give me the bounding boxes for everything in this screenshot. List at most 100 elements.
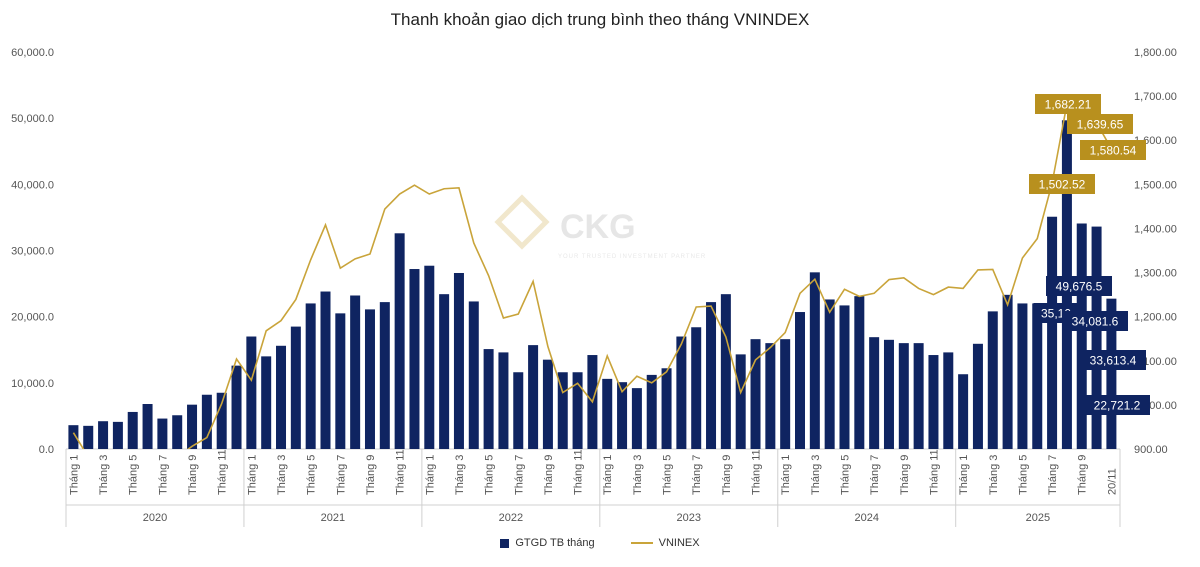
- left-axis-tick: 0.0: [39, 444, 54, 456]
- bar: [869, 337, 880, 449]
- year-label: 2023: [677, 512, 701, 524]
- x-tick-label: Tháng 3: [988, 455, 1000, 495]
- bar: [661, 368, 672, 449]
- bar: [943, 352, 954, 449]
- bar: [439, 294, 450, 449]
- bar: [557, 372, 568, 449]
- bar: [691, 327, 702, 449]
- x-tick-label: Tháng 9: [543, 455, 555, 495]
- x-tick-label: Tháng 11: [217, 449, 229, 495]
- bar: [854, 296, 865, 449]
- x-tick-label: Tháng 11: [395, 449, 407, 495]
- bar: [750, 339, 761, 449]
- bar: [231, 365, 242, 449]
- bar: [83, 425, 94, 449]
- watermark-subtext: YOUR TRUSTED INVESTMENT PARTNER: [558, 254, 706, 260]
- line-data-label: 1,682.21: [1045, 98, 1092, 112]
- bar: [335, 313, 346, 449]
- bar: [172, 415, 183, 449]
- bar: [528, 345, 539, 449]
- bar: [1017, 303, 1028, 449]
- bar: [483, 349, 494, 449]
- line-data-label: 1,639.65: [1077, 118, 1124, 132]
- bar: [602, 378, 613, 449]
- bar: [795, 312, 806, 449]
- right-axis-tick: 1,400.00: [1134, 223, 1177, 235]
- bar: [572, 372, 583, 449]
- bar: [276, 345, 287, 449]
- right-axis-tick: 1,300.00: [1134, 268, 1177, 280]
- bar: [498, 352, 509, 449]
- year-label: 2022: [499, 512, 523, 524]
- bar: [1091, 226, 1102, 449]
- right-axis-tick: 1,500.00: [1134, 179, 1177, 191]
- bar: [68, 425, 79, 449]
- bar: [364, 309, 375, 449]
- bar: [1047, 216, 1058, 449]
- bar: [424, 265, 435, 449]
- watermark-logo: CKG: [560, 208, 636, 246]
- bar: [1076, 223, 1087, 449]
- bar: [883, 339, 894, 449]
- bar-data-label-box: [1080, 350, 1146, 370]
- bar: [409, 269, 420, 449]
- x-tick-label: Tháng 3: [454, 455, 466, 495]
- bar: [290, 326, 301, 449]
- bar: [468, 301, 479, 449]
- bar: [127, 411, 138, 449]
- x-tick-label: Tháng 9: [899, 455, 911, 495]
- watermark-emblem-icon: [494, 194, 550, 250]
- vnindex-line: [72, 102, 1113, 449]
- bar: [1002, 294, 1013, 449]
- bar: [631, 388, 642, 449]
- line-data-label: 1,502.52: [1039, 178, 1086, 192]
- right-axis-tick: 1,700.00: [1134, 91, 1177, 103]
- bar: [394, 233, 405, 449]
- bar: [1032, 303, 1043, 449]
- bar: [839, 305, 850, 449]
- bar: [157, 418, 168, 449]
- bar: [246, 336, 257, 449]
- x-tick-label: Tháng 7: [157, 455, 169, 495]
- x-tick-label: Tháng 5: [484, 455, 496, 495]
- bar-data-label: 34,081.6: [1072, 315, 1119, 329]
- bar: [720, 294, 731, 449]
- bar: [187, 404, 198, 449]
- left-axis-tick: 30,000.0: [11, 246, 54, 258]
- bar-data-label: 33,613.4: [1090, 354, 1137, 368]
- bar: [706, 302, 717, 449]
- bar-data-label: 22,721.2: [1094, 399, 1141, 413]
- bar: [216, 392, 227, 449]
- x-tick-label: Tháng 3: [276, 455, 288, 495]
- line-data-label-box: [1067, 114, 1133, 134]
- bar: [1106, 298, 1117, 449]
- x-tick-label: Tháng 11: [573, 449, 585, 495]
- bar: [780, 339, 791, 449]
- year-label: 2024: [854, 512, 878, 524]
- x-tick-label: Tháng 3: [98, 455, 110, 495]
- bar: [958, 374, 969, 449]
- bar: [809, 272, 820, 449]
- year-label: 2021: [321, 512, 345, 524]
- x-tick-label: Tháng 3: [810, 455, 822, 495]
- bar: [913, 343, 924, 449]
- bar: [142, 404, 153, 449]
- x-tick-label: Tháng 1: [958, 455, 970, 495]
- bar-data-label-box: [1084, 395, 1150, 415]
- legend-line-label: VNINEX: [658, 537, 700, 549]
- x-tick-label: Tháng 1: [68, 455, 80, 495]
- line-data-label-box: [1035, 94, 1101, 114]
- x-tick-label: Tháng 7: [513, 455, 525, 495]
- x-tick-label: Tháng 9: [1077, 455, 1089, 495]
- bar: [646, 374, 657, 449]
- year-label: 2025: [1026, 512, 1050, 524]
- bar: [824, 299, 835, 449]
- bar: [98, 421, 109, 449]
- legend-item-line: VNINEX: [630, 537, 700, 549]
- x-tick-label: Tháng 3: [632, 455, 644, 495]
- line-data-label: 1,580.54: [1090, 144, 1137, 158]
- bar: [350, 295, 361, 449]
- right-axis-tick: 900.00: [1134, 444, 1168, 456]
- bar: [735, 354, 746, 449]
